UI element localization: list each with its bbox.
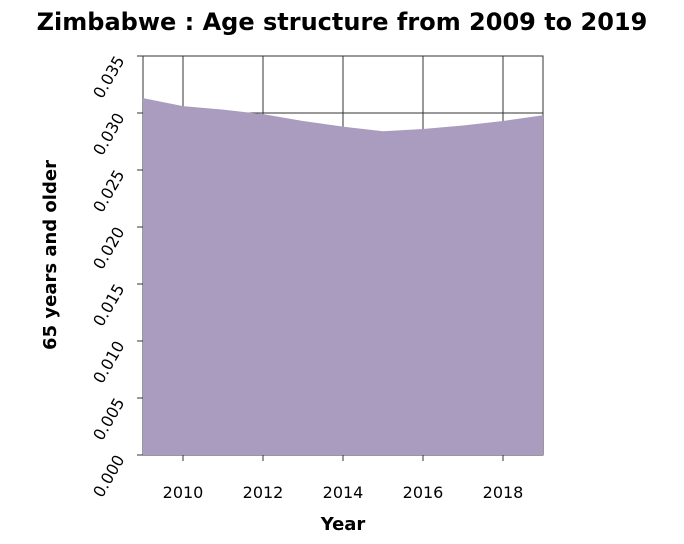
y-tick-label: 0.035	[89, 53, 128, 102]
chart-title: Zimbabwe : Age structure from 2009 to 20…	[37, 8, 648, 36]
y-tick-label: 0.030	[89, 110, 128, 159]
y-tick-label: 0.020	[89, 224, 128, 273]
x-axis: 2010 2012 2014 2016 2018	[163, 455, 524, 502]
x-tick-label: 2010	[163, 483, 204, 502]
x-tick-label: 2016	[403, 483, 444, 502]
x-tick-label: 2014	[323, 483, 364, 502]
plot-area	[142, 98, 544, 456]
y-tick-label: 0.010	[89, 338, 128, 387]
x-tick-label: 2018	[483, 483, 524, 502]
y-tick-label: 0.005	[89, 395, 128, 444]
x-tick-label: 2012	[243, 483, 284, 502]
x-axis-label: Year	[320, 514, 366, 535]
series-area	[143, 98, 543, 456]
y-tick-label: 0.000	[89, 452, 128, 501]
y-axis: 0.000 0.005 0.010 0.015 0.020 0.025 0.030 0.035	[89, 53, 143, 501]
y-tick-label: 0.015	[89, 281, 128, 330]
y-tick-label: 0.025	[89, 167, 128, 216]
y-axis-label: 65 years and older	[40, 160, 61, 350]
